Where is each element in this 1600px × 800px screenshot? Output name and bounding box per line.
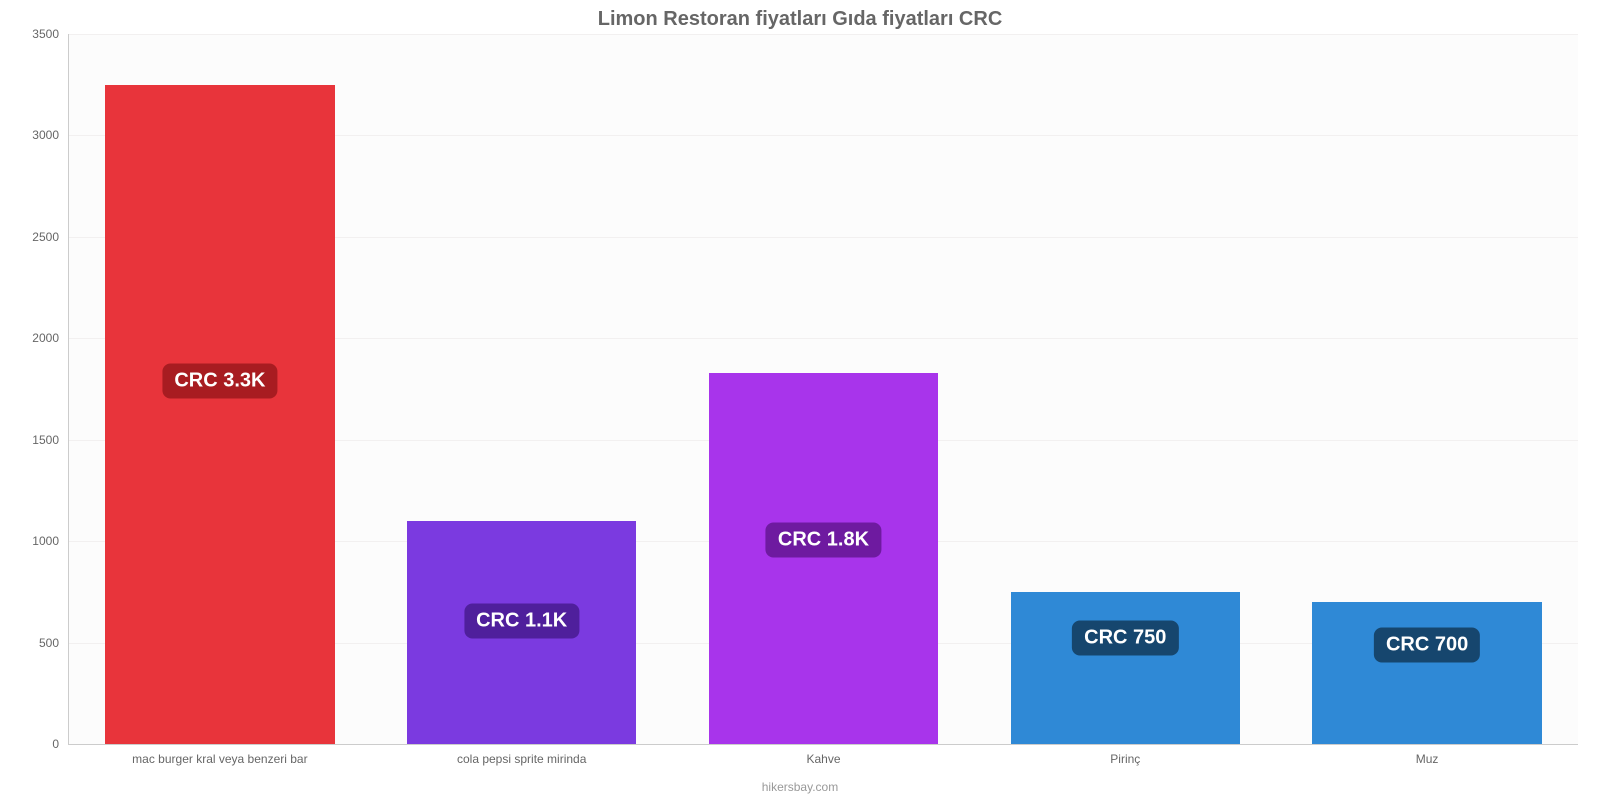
y-tick-label: 0	[52, 737, 69, 751]
x-tick-label: Muz	[1416, 744, 1439, 766]
bar-value-badge: CRC 3.3K	[162, 364, 277, 399]
x-tick-label: mac burger kral veya benzeri bar	[132, 744, 307, 766]
bar-value-badge: CRC 750	[1072, 620, 1178, 655]
bar-value-badge: CRC 1.1K	[464, 604, 579, 639]
footer-attribution: hikersbay.com	[0, 780, 1600, 794]
bar-slot: cola pepsi sprite mirindaCRC 1.1K	[371, 34, 673, 744]
bar	[1011, 592, 1240, 744]
x-tick-label: Kahve	[806, 744, 840, 766]
x-tick-label: Pirinç	[1110, 744, 1140, 766]
bar-value-badge: CRC 700	[1374, 627, 1480, 662]
x-tick-label: cola pepsi sprite mirinda	[457, 744, 586, 766]
y-tick-label: 500	[39, 636, 69, 650]
bar	[1312, 602, 1541, 744]
bar-value-badge: CRC 1.8K	[766, 522, 881, 557]
bar-slot: PirinçCRC 750	[974, 34, 1276, 744]
bar	[105, 85, 334, 744]
y-tick-label: 1500	[32, 433, 69, 447]
y-tick-label: 3500	[32, 27, 69, 41]
plot-area: 0500100015002000250030003500mac burger k…	[68, 34, 1578, 745]
y-tick-label: 2000	[32, 331, 69, 345]
bar-slot: KahveCRC 1.8K	[673, 34, 975, 744]
bar-slot: mac burger kral veya benzeri barCRC 3.3K	[69, 34, 371, 744]
y-tick-label: 1000	[32, 534, 69, 548]
y-tick-label: 2500	[32, 230, 69, 244]
y-tick-label: 3000	[32, 128, 69, 142]
bar	[709, 373, 938, 744]
bar-slot: MuzCRC 700	[1276, 34, 1578, 744]
chart-title: Limon Restoran fiyatları Gıda fiyatları …	[0, 0, 1600, 31]
